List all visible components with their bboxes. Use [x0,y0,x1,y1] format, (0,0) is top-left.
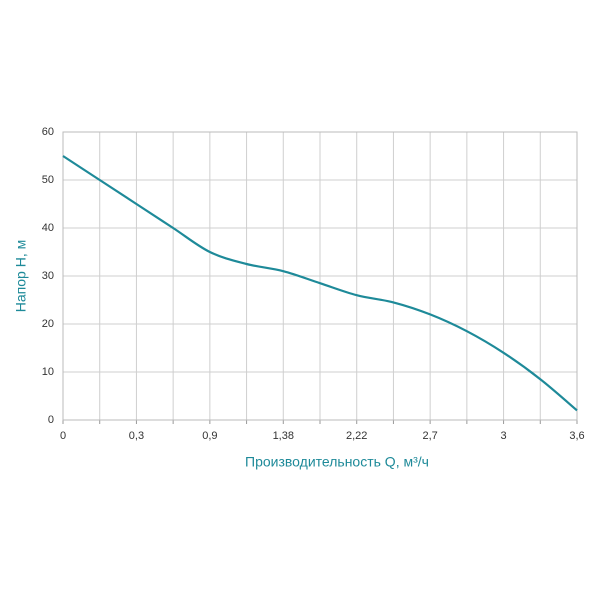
x-tick-label: 2,7 [422,430,437,442]
y-tick-label: 30 [42,270,54,282]
y-tick-label: 60 [42,126,54,138]
x-tick-label: 0 [60,430,66,442]
x-tick-label: 3,6 [569,430,584,442]
plot-frame [62,131,578,421]
x-tick-label: 1,38 [273,430,294,442]
y-tick-label: 0 [48,414,54,426]
x-tick-label: 3 [501,430,507,442]
y-tick-label: 10 [42,366,54,378]
x-tick-label: 0,3 [129,430,144,442]
x-tick-label: 2,22 [346,430,367,442]
y-tick-label: 50 [42,174,54,186]
x-axis-title: Производительность Q, м³/ч [245,454,429,470]
data-line [62,155,578,412]
y-tick-label: 40 [42,222,54,234]
x-tick-label: 0,9 [202,430,217,442]
y-axis-title: Напор Н, м [13,240,29,312]
y-tick-label: 20 [42,318,54,330]
